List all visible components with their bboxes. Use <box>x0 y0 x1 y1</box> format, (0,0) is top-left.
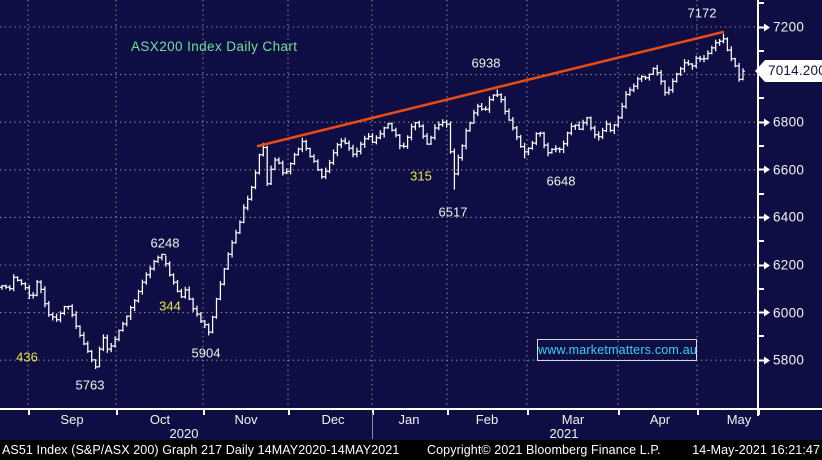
y-tick-dash <box>759 264 764 266</box>
y-axis-label: 5800 <box>773 352 805 368</box>
status-bar: AS51 Index (S&P/ASX 200) Graph 217 Daily… <box>0 440 822 460</box>
x-axis-tick <box>116 409 118 415</box>
y-axis-minor-tick <box>759 97 764 100</box>
y-axis-label: 6800 <box>773 114 805 130</box>
y-axis-line <box>757 0 759 416</box>
watermark-link: www.marketmatters.com.au <box>537 339 697 361</box>
price-level-annotation: 6648 <box>546 173 576 189</box>
y-axis-minor-tick <box>759 49 764 52</box>
x-axis-tick <box>288 409 290 415</box>
y-axis-minor-tick <box>759 2 764 5</box>
y-axis-label: 6200 <box>773 257 805 273</box>
statusbar-timestamp: 14-May-2021 16:21:47 <box>692 443 820 457</box>
y-axis-minor-tick <box>759 145 764 147</box>
x-axis-month-label: Jan <box>398 412 420 427</box>
x-axis-tick <box>697 409 699 415</box>
x-axis-tick <box>758 409 760 415</box>
x-axis-month-label: Oct <box>149 412 171 427</box>
y-tick-arrow-icon <box>764 165 770 174</box>
y-tick-arrow-icon <box>764 261 770 269</box>
x-axis-year-label: 2020 <box>169 426 199 441</box>
y-axis-label: 6400 <box>773 209 805 225</box>
y-axis-tick: 6400 <box>759 210 804 225</box>
y-axis-minor-tick <box>759 240 764 243</box>
y-tick-arrow-icon <box>764 356 770 365</box>
y-tick-dash <box>759 311 764 314</box>
price-level-annotation: 6938 <box>471 55 501 71</box>
chart-title: ASX200 Index Daily Chart <box>131 39 298 54</box>
x-axis-month-label: Feb <box>475 412 499 427</box>
y-tick-dash <box>759 121 764 124</box>
y-axis-tick: 7200 <box>759 20 804 35</box>
y-axis-minor-tick <box>759 192 764 195</box>
y-axis-minor-tick <box>759 335 764 338</box>
y-axis-tick: 5800 <box>759 353 804 368</box>
price-level-annotation: 6517 <box>438 204 468 220</box>
swing-points-annotation: 315 <box>410 168 432 184</box>
x-axis-month-label: May <box>726 412 752 427</box>
x-axis-month-label: Mar <box>561 412 585 427</box>
y-tick-dash <box>759 216 764 219</box>
y-axis-label: 7200 <box>773 19 805 35</box>
x-axis-month-label: Dec <box>321 412 345 427</box>
x-axis-tick <box>527 409 529 415</box>
swing-points-annotation: 344 <box>159 298 181 314</box>
y-tick-arrow-icon <box>764 213 770 222</box>
y-axis-minor-tick <box>759 287 764 290</box>
y-tick-arrow-icon <box>764 23 770 31</box>
x-axis-tick <box>203 409 205 415</box>
y-tick-arrow-icon <box>764 308 770 317</box>
statusbar-instrument: AS51 Index (S&P/ASX 200) Graph 217 Daily… <box>2 443 400 457</box>
x-axis-year-label: 2021 <box>549 426 579 441</box>
y-tick-dash <box>759 26 764 28</box>
y-tick-dash <box>759 359 764 362</box>
y-axis-label: 6000 <box>773 305 805 321</box>
y-tick-arrow-icon <box>764 118 770 127</box>
y-axis-tick: 6800 <box>759 115 804 130</box>
x-axis-month-label: Nov <box>234 412 258 427</box>
y-axis-label: 6600 <box>773 162 805 178</box>
statusbar-copyright: Copyright© 2021 Bloomberg Finance L.P. <box>427 443 661 457</box>
y-axis-tick: 6200 <box>759 258 804 273</box>
price-level-annotation: 6248 <box>150 235 180 251</box>
x-axis-tick <box>447 409 449 415</box>
price-level-annotation: 5904 <box>191 345 221 361</box>
price-level-annotation: 5763 <box>75 377 105 393</box>
x-axis-tick <box>28 409 30 415</box>
x-axis-month-label: Sep <box>60 412 84 427</box>
x-axis-month-label: Apr <box>649 412 671 427</box>
x-axis-line <box>0 408 822 410</box>
x-axis-tick <box>372 409 374 415</box>
ohlc-bars <box>0 33 745 369</box>
year-divider <box>372 413 373 439</box>
trendline <box>256 30 725 148</box>
y-axis-tick: 6600 <box>759 162 804 177</box>
y-axis-tick: 6000 <box>759 305 804 320</box>
swing-points-annotation: 436 <box>16 349 38 365</box>
x-axis-tick <box>618 409 620 415</box>
last-price-tag: 7014.200 <box>755 60 822 82</box>
y-tick-dash <box>759 168 764 171</box>
price-level-annotation: 7172 <box>687 5 717 21</box>
